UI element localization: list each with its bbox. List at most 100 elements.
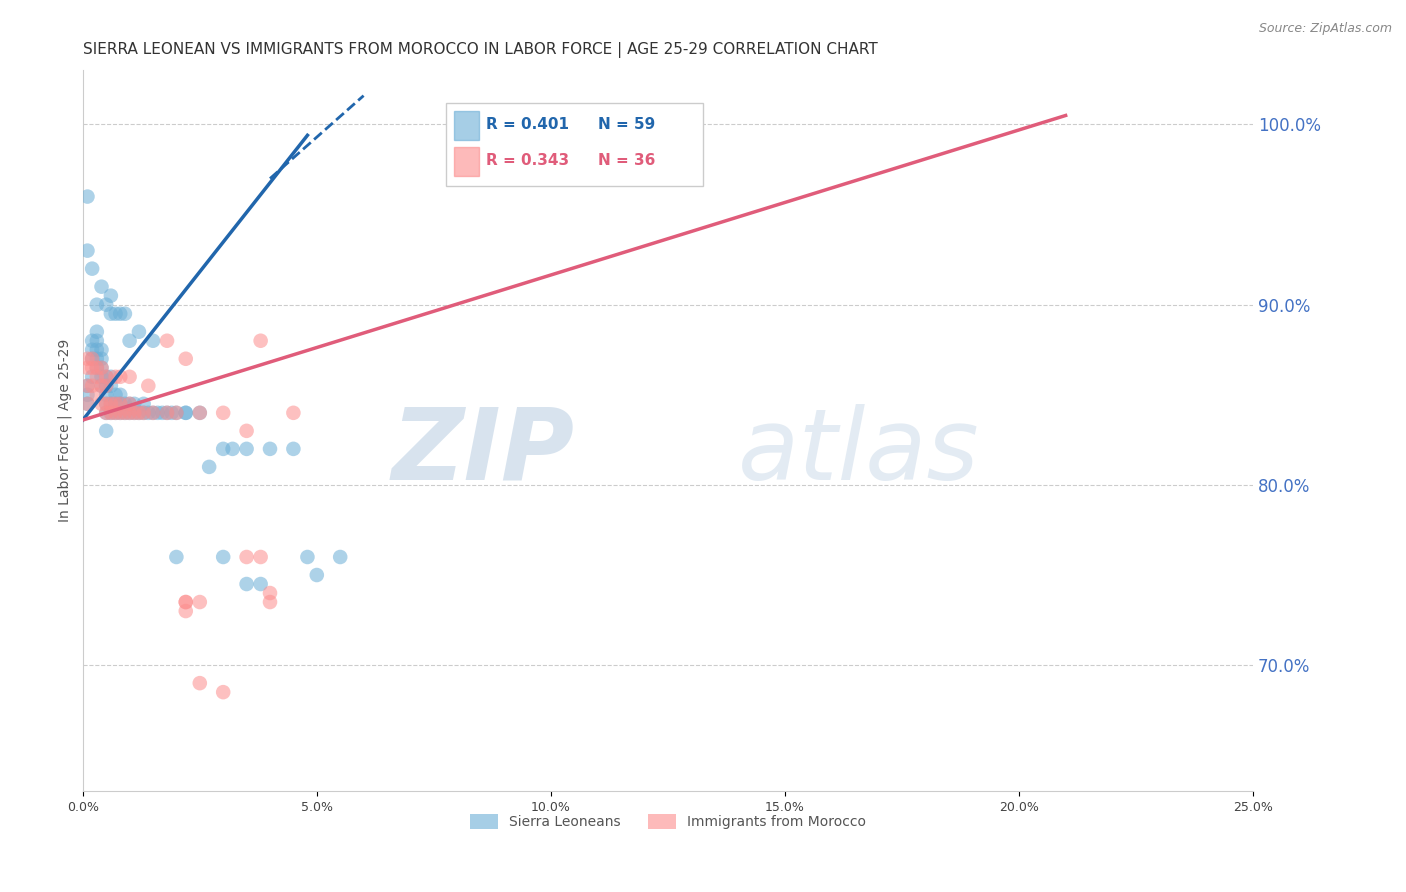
Point [110, 307, 132, 321]
Point [82, 369, 104, 384]
Text: N = 36: N = 36 [598, 153, 655, 168]
Point [132, 406, 155, 420]
Point [104, 388, 127, 402]
Point [86, 334, 108, 348]
Point [150, 406, 173, 420]
Point [188, 406, 211, 420]
Point [86, 360, 108, 375]
Point [259, 442, 281, 456]
Point [114, 406, 136, 420]
Point [128, 406, 150, 420]
FancyBboxPatch shape [454, 111, 479, 140]
Point [76, 379, 98, 393]
Point [100, 288, 122, 302]
Point [249, 334, 271, 348]
Point [76, 379, 98, 393]
Point [76, 397, 98, 411]
Point [174, 351, 197, 366]
Point [132, 406, 155, 420]
Point [165, 406, 187, 420]
Point [76, 360, 98, 375]
Point [90, 397, 112, 411]
Point [235, 577, 257, 591]
Text: atlas: atlas [738, 404, 980, 501]
FancyBboxPatch shape [446, 103, 703, 186]
Point [86, 351, 108, 366]
Point [96, 369, 118, 384]
Point [90, 351, 112, 366]
Point [118, 369, 141, 384]
Point [249, 577, 271, 591]
Point [329, 549, 352, 564]
Point [100, 397, 122, 411]
Point [90, 379, 112, 393]
Point [82, 334, 104, 348]
Point [104, 406, 127, 420]
Text: Source: ZipAtlas.com: Source: ZipAtlas.com [1258, 22, 1392, 36]
Point [110, 406, 132, 420]
Point [86, 360, 108, 375]
Point [76, 388, 98, 402]
Point [136, 406, 159, 420]
Point [90, 369, 112, 384]
Point [110, 397, 132, 411]
Point [146, 406, 169, 420]
Point [96, 397, 118, 411]
Point [118, 406, 141, 420]
Point [86, 325, 108, 339]
Point [96, 388, 118, 402]
Point [82, 360, 104, 375]
Point [156, 406, 179, 420]
Point [235, 424, 257, 438]
Point [128, 325, 150, 339]
Point [86, 369, 108, 384]
Point [100, 369, 122, 384]
Legend: Sierra Leoneans, Immigrants from Morocco: Sierra Leoneans, Immigrants from Morocco [464, 809, 872, 835]
Point [96, 298, 118, 312]
Point [100, 406, 122, 420]
Point [297, 549, 319, 564]
Point [212, 549, 235, 564]
Point [235, 549, 257, 564]
Point [76, 397, 98, 411]
Point [124, 397, 146, 411]
Point [249, 549, 271, 564]
Point [82, 351, 104, 366]
Point [104, 397, 127, 411]
Point [90, 343, 112, 357]
Y-axis label: In Labor Force | Age 25-29: In Labor Force | Age 25-29 [58, 339, 72, 523]
Point [174, 604, 197, 618]
Point [104, 307, 127, 321]
Point [259, 595, 281, 609]
Point [136, 379, 159, 393]
Point [86, 388, 108, 402]
FancyBboxPatch shape [454, 147, 479, 176]
Point [165, 549, 187, 564]
Point [114, 307, 136, 321]
Point [221, 442, 243, 456]
Point [165, 406, 187, 420]
Point [96, 406, 118, 420]
Text: SIERRA LEONEAN VS IMMIGRANTS FROM MOROCCO IN LABOR FORCE | AGE 25-29 CORRELATION: SIERRA LEONEAN VS IMMIGRANTS FROM MOROCC… [83, 42, 877, 58]
Point [82, 343, 104, 357]
Point [104, 406, 127, 420]
Point [283, 406, 305, 420]
Point [90, 360, 112, 375]
Point [235, 442, 257, 456]
Point [90, 279, 112, 293]
Point [110, 388, 132, 402]
Text: N = 59: N = 59 [598, 117, 655, 132]
Point [110, 369, 132, 384]
Point [283, 442, 305, 456]
Point [174, 406, 197, 420]
Point [174, 595, 197, 609]
Point [212, 406, 235, 420]
Point [96, 406, 118, 420]
Point [160, 406, 183, 420]
Point [156, 334, 179, 348]
Point [110, 397, 132, 411]
Point [110, 406, 132, 420]
Point [174, 406, 197, 420]
Point [76, 351, 98, 366]
Point [96, 397, 118, 411]
